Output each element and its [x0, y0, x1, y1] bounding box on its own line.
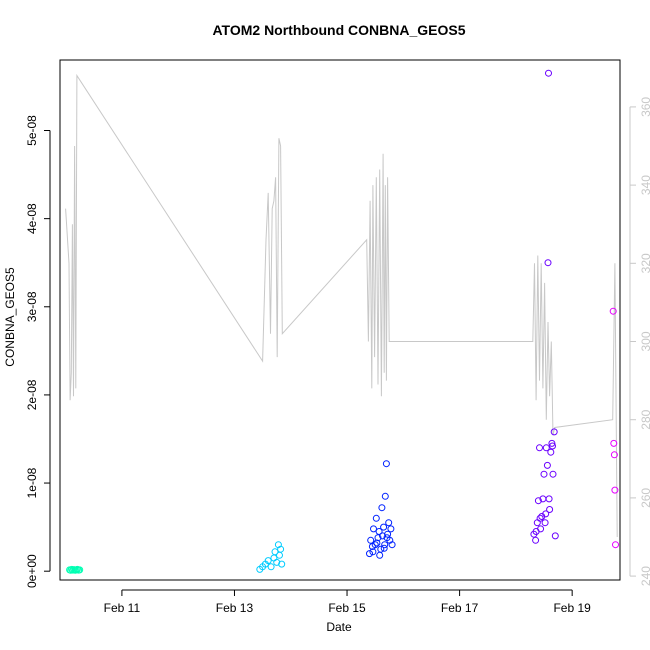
data-point	[267, 563, 275, 571]
data-point	[371, 541, 379, 549]
data-point	[611, 486, 619, 494]
data-point	[542, 510, 550, 518]
data-point	[550, 428, 558, 436]
data-point	[532, 536, 540, 544]
data-point	[533, 519, 541, 527]
data-point	[534, 497, 542, 505]
y2-tick-label: 300	[639, 331, 650, 351]
data-point	[369, 548, 377, 556]
data-point	[277, 545, 285, 553]
secondary-line	[65, 73, 618, 538]
data-point	[532, 528, 540, 535]
y2-tick-label: 320	[639, 253, 650, 273]
data-point	[367, 536, 375, 544]
x-tick-label: Feb 19	[553, 601, 591, 615]
data-point	[382, 460, 390, 468]
data-point	[545, 69, 552, 77]
data-point	[387, 525, 395, 533]
data-point	[366, 550, 373, 558]
data-point	[385, 519, 393, 527]
data-point	[271, 548, 279, 556]
data-point	[551, 532, 559, 540]
data-point	[370, 525, 377, 533]
data-point	[270, 554, 278, 562]
y2-tick-label: 240	[639, 566, 650, 586]
data-point	[375, 528, 383, 535]
data-point	[545, 495, 553, 503]
y2-tick-label: 360	[639, 97, 650, 117]
data-point	[549, 442, 556, 450]
data-point	[610, 439, 618, 447]
y-tick-label: 3e-08	[25, 291, 39, 322]
data-point	[546, 506, 554, 513]
data-point	[378, 504, 386, 512]
data-point	[541, 519, 549, 527]
data-point	[536, 514, 544, 522]
data-point	[543, 461, 551, 469]
data-point	[383, 534, 391, 542]
data-point	[537, 525, 545, 533]
plot-frame	[59, 59, 621, 581]
data-point	[76, 566, 84, 574]
data-point	[549, 470, 557, 478]
y-tick-label: 2e-08	[25, 379, 39, 410]
data-point	[381, 492, 389, 500]
data-point	[264, 557, 272, 565]
data-point	[381, 541, 389, 549]
y-tick-label: 5e-08	[25, 115, 39, 146]
data-point	[388, 541, 396, 549]
data-point	[380, 523, 388, 531]
data-point	[609, 307, 617, 315]
data-point	[542, 444, 550, 452]
x-tick-label: Feb 11	[104, 601, 141, 615]
data-point	[380, 544, 388, 552]
points-layer	[66, 69, 619, 574]
data-point	[544, 259, 552, 267]
x-tick-label: Feb 15	[328, 601, 366, 615]
y-tick-label: 4e-08	[25, 203, 39, 234]
y2-tick-label: 260	[639, 488, 650, 508]
data-point	[612, 541, 619, 549]
x-tick-label: Feb 17	[441, 601, 479, 615]
data-point	[547, 448, 555, 456]
axes-layer: Feb 11 Feb 13 Feb 15 Feb 17 Feb 19 0e+00 1e-08…	[25, 97, 650, 615]
data-point	[278, 560, 286, 568]
data-point	[376, 551, 384, 559]
data-point	[373, 539, 381, 547]
y2-tick-label: 280	[639, 409, 650, 429]
chart-title: ATOM2 Northbound CONBNA_GEOS5	[212, 22, 465, 38]
data-point	[276, 551, 283, 559]
data-point	[273, 558, 281, 566]
data-point	[372, 514, 380, 522]
data-point	[536, 444, 543, 452]
y-tick-label: 1e-08	[25, 467, 39, 498]
data-point	[548, 439, 556, 447]
y-axis-label: CONBNA_GEOS5	[3, 267, 17, 367]
data-point	[540, 470, 548, 478]
data-point	[610, 451, 618, 459]
x-axis-label: Date	[326, 620, 352, 634]
data-point	[384, 530, 392, 538]
y2-tick-label: 340	[639, 175, 650, 195]
secondary-line-layer	[65, 73, 618, 538]
x-tick-label: Feb 13	[216, 601, 254, 615]
y-tick-label: 0e+00	[25, 554, 39, 588]
